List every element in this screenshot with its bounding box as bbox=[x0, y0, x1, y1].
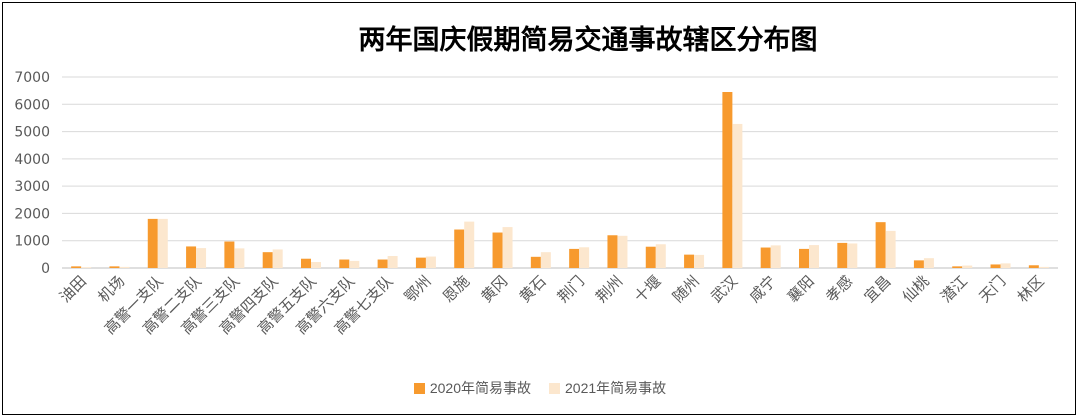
bar[interactable] bbox=[415, 257, 426, 268]
bar[interactable] bbox=[377, 259, 388, 268]
bar[interactable] bbox=[81, 267, 92, 268]
bar[interactable] bbox=[837, 242, 848, 268]
x-tick-label: 油田 bbox=[56, 272, 90, 306]
x-tick-label: 仙桃 bbox=[899, 272, 933, 306]
y-tick-label: 0 bbox=[41, 261, 50, 277]
x-tick-label: 荆门 bbox=[554, 272, 588, 306]
bar[interactable] bbox=[119, 266, 130, 268]
y-tick-label: 5000 bbox=[14, 125, 50, 141]
bar[interactable] bbox=[655, 244, 666, 268]
bar[interactable] bbox=[1028, 265, 1039, 268]
bar[interactable] bbox=[962, 265, 973, 268]
legend-item-2021[interactable]: 2021年简易事故 bbox=[549, 378, 666, 398]
bar[interactable] bbox=[875, 222, 886, 268]
x-tick-label: 宜昌 bbox=[860, 272, 894, 306]
bar[interactable] bbox=[617, 235, 628, 268]
bar[interactable] bbox=[579, 247, 590, 268]
y-tick-label: 2000 bbox=[14, 206, 50, 222]
x-tick-label: 恩施 bbox=[439, 272, 473, 306]
bar[interactable] bbox=[809, 245, 819, 268]
bar[interactable] bbox=[196, 248, 207, 268]
x-tick-label: 天门 bbox=[975, 272, 1009, 306]
bar[interactable] bbox=[454, 229, 465, 268]
bar[interactable] bbox=[464, 221, 475, 268]
bar[interactable] bbox=[569, 248, 580, 268]
y-tick-label: 4000 bbox=[14, 152, 50, 168]
bar[interactable] bbox=[645, 246, 656, 268]
x-tick-label: 十堰 bbox=[631, 272, 665, 306]
bar[interactable] bbox=[349, 260, 360, 268]
y-tick-label: 7000 bbox=[14, 70, 50, 86]
x-tick-label: 孝感 bbox=[822, 272, 856, 306]
legend-swatch-2021 bbox=[549, 382, 560, 394]
bar[interactable] bbox=[684, 254, 695, 268]
bar[interactable] bbox=[387, 255, 398, 268]
x-tick-label: 鄂州 bbox=[401, 272, 435, 306]
bar[interactable] bbox=[147, 218, 158, 268]
bar[interactable] bbox=[913, 260, 924, 268]
bar[interactable] bbox=[109, 266, 120, 268]
x-tick-label: 潜江 bbox=[937, 272, 971, 306]
bar[interactable] bbox=[492, 232, 503, 268]
bar[interactable] bbox=[186, 246, 197, 268]
bar[interactable] bbox=[272, 249, 283, 268]
legend-label-2021: 2021年简易事故 bbox=[565, 380, 667, 396]
chart-legend: 2020年简易事故 2021年简易事故 bbox=[0, 378, 1080, 398]
bar[interactable] bbox=[157, 218, 168, 268]
bar[interactable] bbox=[234, 248, 245, 268]
bar[interactable] bbox=[71, 266, 82, 268]
legend-swatch-2020 bbox=[413, 382, 425, 394]
legend-item-2020[interactable]: 2020年简易事故 bbox=[413, 378, 531, 398]
x-tick-label: 荆州 bbox=[592, 272, 626, 306]
bar[interactable] bbox=[694, 254, 705, 268]
bar[interactable] bbox=[425, 256, 436, 268]
bar[interactable] bbox=[760, 247, 771, 268]
y-tick-label: 6000 bbox=[14, 97, 50, 113]
bar[interactable] bbox=[1000, 263, 1011, 268]
y-tick-label: 1000 bbox=[14, 234, 50, 250]
x-tick-label: 随州 bbox=[669, 272, 703, 306]
bar[interactable] bbox=[799, 248, 809, 268]
x-tick-label: 黄石 bbox=[516, 272, 550, 306]
bar[interactable] bbox=[952, 266, 963, 268]
bar[interactable] bbox=[770, 245, 781, 268]
y-tick-label: 3000 bbox=[14, 179, 50, 195]
chart-title: 两年国庆假期简易交通事故辖区分布图 bbox=[358, 25, 818, 56]
bar[interactable] bbox=[339, 259, 350, 268]
bar[interactable] bbox=[732, 123, 743, 268]
bar[interactable] bbox=[301, 258, 311, 268]
x-tick-label: 机场 bbox=[94, 272, 128, 306]
bar[interactable] bbox=[530, 256, 541, 268]
x-tick-label: 林区 bbox=[1014, 272, 1048, 306]
bar[interactable] bbox=[722, 92, 733, 268]
bar[interactable] bbox=[224, 241, 235, 268]
bar[interactable] bbox=[847, 243, 858, 268]
x-tick-label: 黄冈 bbox=[477, 272, 511, 306]
bar[interactable] bbox=[311, 261, 321, 268]
bar[interactable] bbox=[923, 258, 934, 268]
x-tick-label: 武汉 bbox=[707, 272, 741, 306]
x-tick-label: 咸宁 bbox=[746, 272, 780, 306]
bar[interactable] bbox=[540, 252, 551, 268]
x-tick-label: 襄阳 bbox=[784, 272, 818, 306]
bar[interactable] bbox=[607, 235, 618, 268]
legend-label-2020: 2020年简易事故 bbox=[429, 380, 531, 396]
bar[interactable] bbox=[990, 264, 1001, 268]
bar[interactable] bbox=[262, 252, 273, 268]
bar[interactable] bbox=[502, 227, 513, 268]
bar[interactable] bbox=[1038, 266, 1049, 268]
bar[interactable] bbox=[885, 230, 896, 268]
